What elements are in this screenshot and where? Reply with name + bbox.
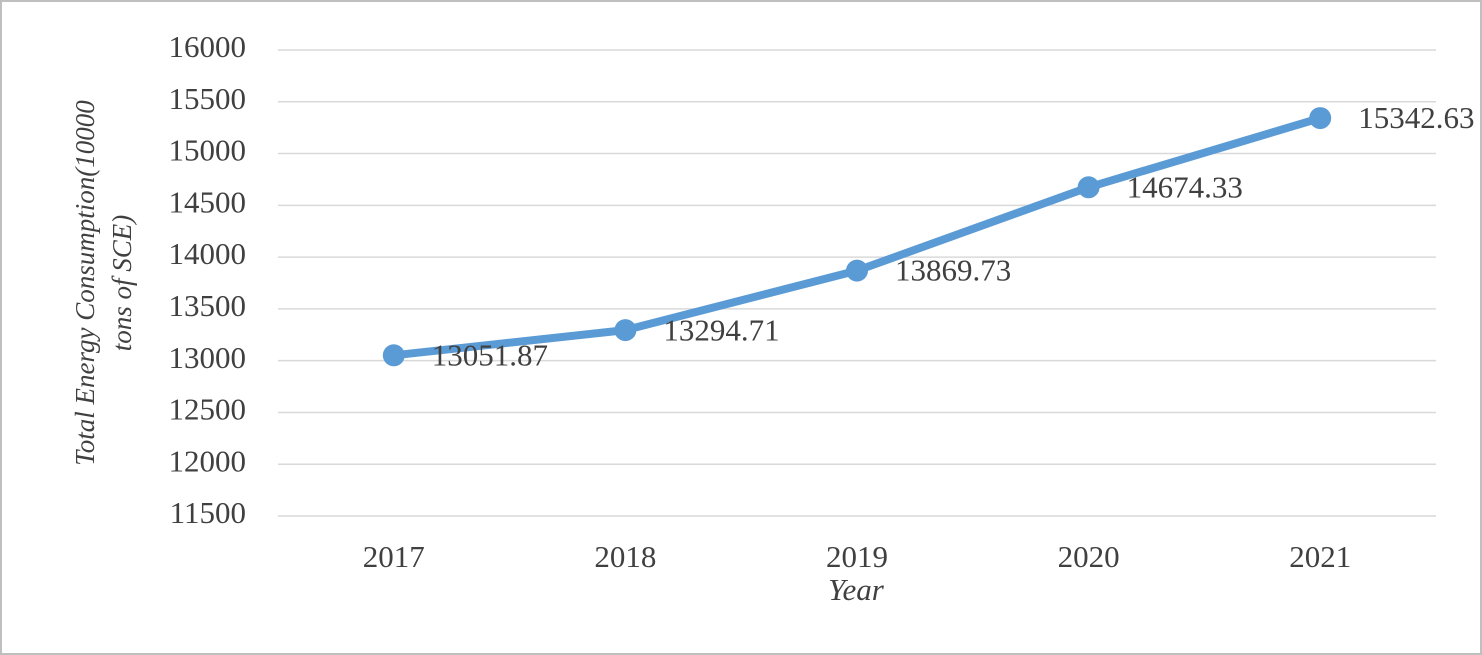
x-axis-title: Year <box>828 572 885 607</box>
y-axis-title-line: tons of SCE) <box>107 215 137 352</box>
y-tick-label: 12500 <box>169 392 247 427</box>
data-label: 14674.33 <box>1127 169 1243 204</box>
data-point <box>1077 176 1100 199</box>
data-point <box>382 344 405 367</box>
data-label: 13294.71 <box>663 312 779 347</box>
x-tick-label: 2019 <box>826 539 888 574</box>
y-tick-label: 13000 <box>169 340 247 375</box>
y-tick-label: 14500 <box>169 184 247 219</box>
y-tick-label: 11500 <box>170 495 246 530</box>
y-tick-label: 15500 <box>169 81 247 116</box>
data-label: 13051.87 <box>432 337 548 372</box>
x-tick-label: 2020 <box>1058 539 1120 574</box>
y-axis-title-line: Total Energy Consumption(10000 <box>70 100 100 466</box>
x-tick-label: 2018 <box>594 539 656 574</box>
y-axis-title: Total Energy Consumption(10000 tons of S… <box>70 100 137 466</box>
y-tick-label: 16000 <box>169 29 247 64</box>
x-tick-label: 2017 <box>363 539 425 574</box>
x-tick-label: 2021 <box>1289 539 1351 574</box>
y-tick-label: 14000 <box>169 236 247 271</box>
data-point <box>846 259 868 282</box>
y-tick-label: 15000 <box>169 133 247 168</box>
data-label: 15342.63 <box>1358 100 1474 135</box>
y-tick-label: 13500 <box>169 288 247 323</box>
data-point <box>614 319 637 342</box>
data-label: 13869.73 <box>895 253 1011 288</box>
data-point <box>1309 107 1332 130</box>
y-tick-label: 12000 <box>169 443 247 478</box>
